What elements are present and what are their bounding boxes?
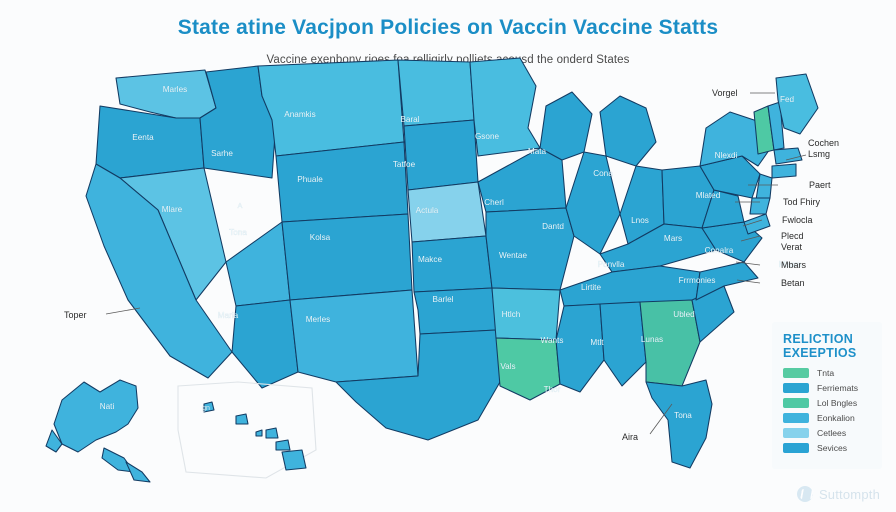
state-label: Fed — [780, 95, 795, 104]
annotation-leader-line — [740, 235, 761, 242]
legend-item-label: Sevices — [817, 443, 848, 453]
state-label: Mata — [528, 147, 547, 156]
annotation-label: Cochen — [808, 138, 839, 148]
state-label-group: Marles Anamkis Baral Gsone Mata Cona Mlated Nle… — [100, 85, 802, 420]
state-label: Sarhe — [211, 149, 233, 158]
state-label: Tona — [229, 228, 247, 237]
annotation-label: Toper — [64, 310, 87, 320]
state-label: Baral — [400, 115, 419, 124]
legend-swatch — [783, 443, 809, 453]
annotation-label: Aira — [622, 432, 638, 442]
watermark: Suttompth — [796, 486, 880, 502]
annotation-leader-line — [785, 154, 807, 161]
legend-item[interactable]: Cetlees — [783, 428, 873, 438]
state-label: Thor — [544, 385, 561, 394]
state-label: Phuale — [297, 175, 323, 184]
legend-item-label: Cetlees — [817, 428, 847, 438]
annotation-leader-line — [736, 279, 761, 284]
state-label: Makce — [418, 255, 443, 264]
annotation-leader-line — [105, 307, 141, 315]
annotation-leader-line — [649, 403, 673, 435]
state-label: Mlated — [696, 191, 721, 200]
state-label: Merles — [306, 315, 331, 324]
annotation-label: Lsmg — [808, 149, 830, 159]
state-label: Cherl — [484, 198, 504, 207]
legend-item-label: Eonkalion — [817, 413, 855, 423]
annotation-leader-line — [735, 261, 761, 266]
legend-swatch — [783, 428, 809, 438]
state-label: Kolsa — [310, 233, 331, 242]
legend-items: Tnta Ferriemats Lol Bngles Eonkalion Cetlees… — [783, 368, 873, 453]
state-label: Marles — [163, 85, 188, 94]
legend-item[interactable]: Eonkalion — [783, 413, 873, 423]
state-label: Lunas — [641, 335, 663, 344]
legend-title-line1: RELICTION — [783, 332, 854, 346]
legend-item-label: Tnta — [817, 368, 835, 378]
page-title: State atine Vacjpon Policies on Vaccin V… — [177, 16, 719, 39]
annotation-label: Plecd — [781, 231, 804, 241]
legend-swatch — [783, 413, 809, 423]
state-label: Tatfoe — [393, 160, 416, 169]
state-label: gn — [202, 405, 210, 412]
state-label: Dantd — [542, 222, 564, 231]
legend-item[interactable]: Lol Bngles — [783, 398, 873, 408]
legend-title-line2: EXEEPTIOS — [783, 346, 857, 360]
state-label: Lirtite — [581, 283, 601, 292]
state-label: Conalra — [705, 246, 734, 255]
annotation-label: Tod Fhiry — [783, 197, 821, 207]
state-label: Nati — [100, 402, 115, 411]
annotation-label: Verat — [781, 242, 803, 252]
state-label: Mlare — [162, 205, 183, 214]
state-label: Actula — [416, 206, 439, 215]
state-label: Htlch — [502, 310, 521, 319]
state-label: Wants — [541, 336, 564, 345]
annotation-label: Vorgel — [712, 88, 738, 98]
state-label: Lnos — [631, 216, 649, 225]
watermark-logo-icon — [796, 486, 813, 502]
watermark-text: Suttompth — [818, 486, 880, 502]
state-label: Cona — [593, 169, 613, 178]
legend-swatch — [783, 398, 809, 408]
legend-item[interactable]: Tnta — [783, 368, 873, 378]
legend-swatch — [783, 383, 809, 393]
legend-item[interactable]: Ferriemats — [783, 383, 873, 393]
state-label: Mtlt — [590, 338, 604, 347]
state-label: Maria — [218, 311, 239, 320]
state-label: Barlel — [433, 295, 454, 304]
state-label: Ubled — [673, 310, 695, 319]
annotation-label: Mbars — [781, 260, 807, 270]
state-label: Vals — [500, 362, 515, 371]
legend-title: RELICTION EXEEPTIOS — [783, 332, 873, 360]
legend-item-label: Lol Bngles — [817, 398, 858, 408]
state-label: Anamkis — [284, 110, 315, 119]
state-label: Frrmonies — [679, 276, 716, 285]
state-label: Wentae — [499, 251, 528, 260]
legend-swatch — [783, 368, 809, 378]
state-label: Tona — [674, 411, 692, 420]
legend-item-label: Ferriemats — [817, 383, 859, 393]
annotation-label: Fwlocla — [782, 215, 813, 225]
annotation-label: Paert — [809, 180, 831, 190]
legend-item[interactable]: Sevices — [783, 443, 873, 453]
state-label: Nlexdi — [715, 151, 738, 160]
state-label: Gsone — [475, 132, 500, 141]
state-label: Ponvlla — [598, 260, 625, 269]
state-label: A — [238, 203, 243, 210]
state-label: Eenta — [132, 133, 154, 142]
annotation-label: Betan — [781, 278, 805, 288]
legend-panel: RELICTION EXEEPTIOS Tnta Ferriemats Lol Bn… — [772, 322, 882, 469]
state-label: Mbars — [779, 260, 802, 269]
annotation-leader-line — [742, 219, 763, 227]
state-label: Mars — [664, 234, 682, 243]
